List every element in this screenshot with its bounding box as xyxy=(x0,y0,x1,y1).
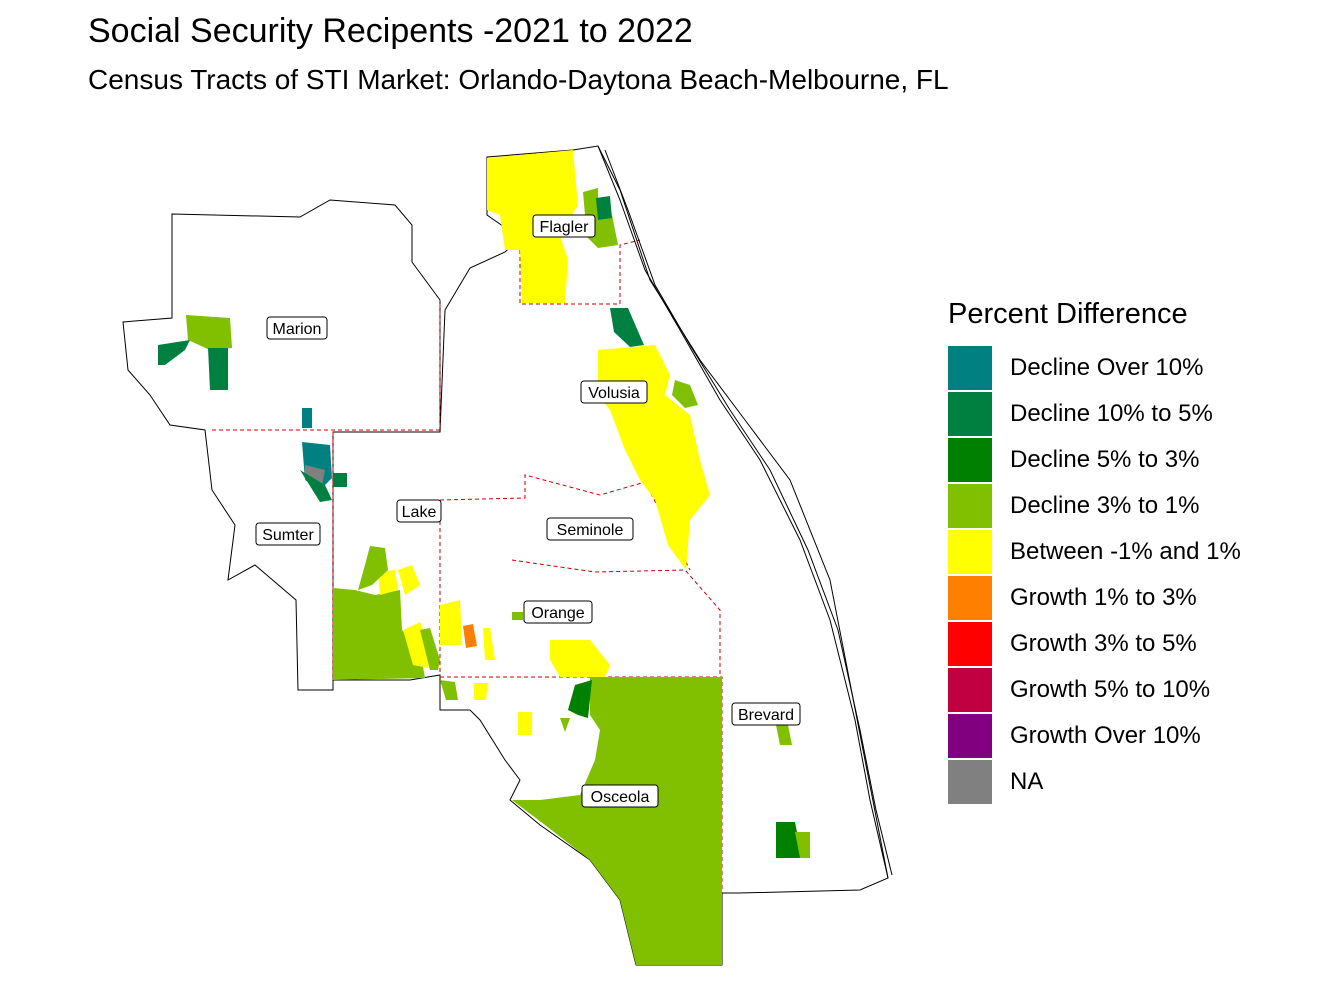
tract-brevard-1 xyxy=(776,725,792,745)
tract-volusia-north xyxy=(610,308,644,347)
svg-text:Marion: Marion xyxy=(273,321,322,338)
svg-text:Orange: Orange xyxy=(531,605,584,622)
label-flagler: Flagler xyxy=(532,214,596,238)
legend-swatch xyxy=(948,576,992,620)
census-tracts xyxy=(158,150,810,965)
legend-label: Growth 5% to 10% xyxy=(1010,676,1211,703)
svg-text:Brevard: Brevard xyxy=(738,707,794,724)
legend-label: NA xyxy=(1010,768,1044,795)
svg-text:Flagler: Flagler xyxy=(540,219,590,236)
label-seminole: Seminole xyxy=(546,517,634,541)
legend-swatch xyxy=(948,484,992,528)
tract-marion-4 xyxy=(302,408,312,428)
choropleth-map: Flagler Marion Volusia Sumter Lake Semin… xyxy=(122,145,893,966)
tract-sumter-3 xyxy=(333,473,347,487)
tract-orange-yellow-3 xyxy=(550,640,610,677)
label-sumter: Sumter xyxy=(255,522,321,546)
tract-lake-green-1 xyxy=(358,546,388,590)
label-brevard: Brevard xyxy=(731,702,801,726)
legend-swatch xyxy=(948,760,992,804)
tract-orange-orange xyxy=(463,624,477,648)
legend-item: Growth 5% to 10% xyxy=(948,667,1241,713)
market-outline xyxy=(122,145,889,966)
tract-orange-yellow-1 xyxy=(440,600,462,645)
tract-osceola-y2 xyxy=(474,683,488,700)
tract-osceola-g1 xyxy=(560,718,570,732)
tract-osceola-main xyxy=(512,677,722,965)
tract-lake-yellow-2 xyxy=(398,565,420,595)
legend-label: Decline 3% to 1% xyxy=(1010,492,1200,519)
legend-items: Decline Over 10% Decline 10% to 5% Decline… xyxy=(948,345,1241,805)
legend-item: Decline 5% to 3% xyxy=(948,437,1241,483)
legend-item: Decline Over 10% xyxy=(948,345,1241,391)
legend-item: Decline 10% to 5% xyxy=(948,391,1241,437)
east-counties-outline xyxy=(332,145,889,966)
county-labels: Flagler Marion Volusia Sumter Lake Semin… xyxy=(255,214,801,808)
svg-text:Sumter: Sumter xyxy=(262,527,314,544)
legend-swatch xyxy=(948,668,992,712)
legend-swatch xyxy=(948,530,992,574)
legend-label: Decline Over 10% xyxy=(1010,354,1204,381)
tract-osceola-dk xyxy=(568,680,592,718)
svg-text:Seminole: Seminole xyxy=(557,522,624,539)
coastline xyxy=(597,145,893,879)
tract-volusia-green xyxy=(672,380,698,408)
legend-label: Decline 10% to 5% xyxy=(1010,400,1213,427)
label-osceola: Osceola xyxy=(581,784,659,808)
tract-osceola-g2 xyxy=(440,680,458,700)
legend-swatch xyxy=(948,392,992,436)
tract-lake-green-2 xyxy=(420,628,440,670)
tract-flagler-dk xyxy=(596,196,612,220)
tract-sumter-2 xyxy=(300,470,332,502)
tract-marion-1 xyxy=(186,315,232,350)
tract-osceola-y1 xyxy=(518,712,532,735)
legend-swatch xyxy=(948,714,992,758)
legend-label: Growth 3% to 5% xyxy=(1010,630,1197,657)
tract-marion-3 xyxy=(158,340,190,365)
legend-item: Growth 1% to 3% xyxy=(948,575,1241,621)
legend-swatch xyxy=(948,622,992,666)
map-title: Social Security Recipents -2021 to 2022 xyxy=(88,12,693,50)
map-subtitle: Census Tracts of STI Market: Orlando-Day… xyxy=(88,64,949,95)
svg-text:Lake: Lake xyxy=(402,504,437,521)
label-lake: Lake xyxy=(396,499,442,523)
tract-lake-south xyxy=(333,588,425,680)
legend: Percent Difference Decline Over 10% Decli… xyxy=(948,298,1241,805)
legend-item: Growth Over 10% xyxy=(948,713,1241,759)
label-marion: Marion xyxy=(266,316,328,340)
tract-brevard-3 xyxy=(795,832,810,858)
legend-label: Growth 1% to 3% xyxy=(1010,584,1197,611)
svg-text:Osceola: Osceola xyxy=(591,789,650,806)
legend-swatch xyxy=(948,346,992,390)
label-orange: Orange xyxy=(523,600,593,624)
legend-item: NA xyxy=(948,759,1241,805)
svg-text:Volusia: Volusia xyxy=(588,385,640,402)
legend-item: Between -1% and 1% xyxy=(948,529,1241,575)
legend-item: Growth 3% to 5% xyxy=(948,621,1241,667)
legend-label: Decline 5% to 3% xyxy=(1010,446,1200,473)
tract-orange-yellow-2 xyxy=(483,628,495,660)
legend-swatch xyxy=(948,438,992,482)
tract-marion-2 xyxy=(208,348,228,390)
legend-label: Between -1% and 1% xyxy=(1010,538,1241,565)
tract-brevard-2 xyxy=(776,822,802,858)
legend-item: Decline 3% to 1% xyxy=(948,483,1241,529)
legend-label: Growth Over 10% xyxy=(1010,722,1201,749)
tract-lake-yellow-1 xyxy=(378,570,398,595)
label-volusia: Volusia xyxy=(580,380,648,404)
legend-title: Percent Difference xyxy=(948,298,1188,330)
tract-orange-green xyxy=(512,612,523,620)
